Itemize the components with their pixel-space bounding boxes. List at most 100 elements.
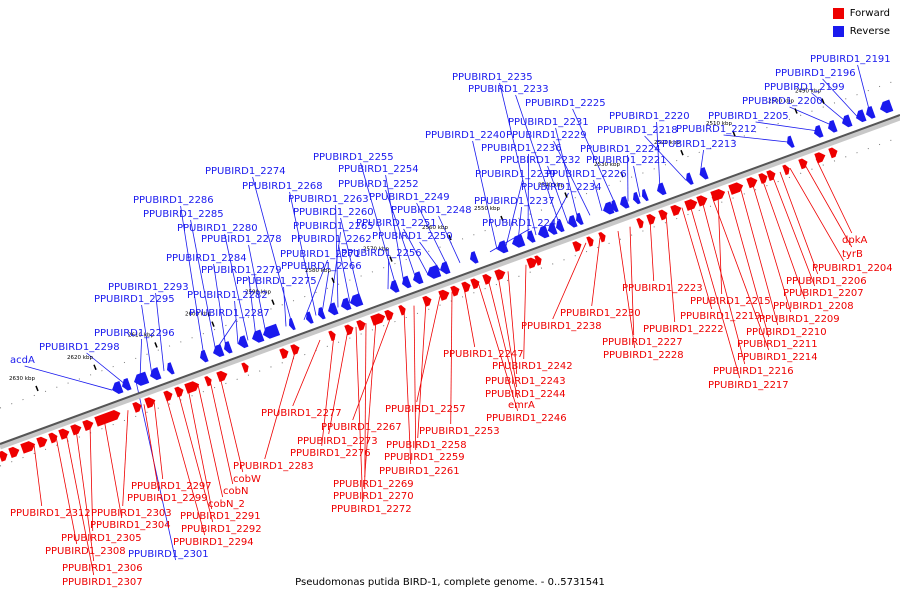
gene-label: PPUBIRD1_2267 bbox=[321, 422, 402, 433]
gene-label: PPUBIRD1_2294 bbox=[173, 537, 254, 548]
label-leader-line bbox=[771, 174, 816, 287]
forward-gene-arrow-shape bbox=[461, 281, 471, 293]
forward-gene-arrow bbox=[94, 410, 121, 427]
gene-label: PPUBIRD1_2263 bbox=[288, 194, 369, 205]
gene-label: PPUBIRD1_2306 bbox=[62, 563, 143, 574]
reverse-gene-arrow-shape bbox=[611, 199, 619, 213]
scale-tick-mark bbox=[448, 234, 452, 241]
forward-gene-arrow-shape bbox=[216, 370, 228, 383]
label-leader-line bbox=[681, 207, 713, 310]
forward-gene-arrow bbox=[461, 281, 471, 293]
reverse-gene-arrow-shape bbox=[556, 219, 565, 233]
forward-gene-arrow bbox=[798, 158, 808, 170]
gene-label: PPUBIRD1_2219 bbox=[680, 311, 761, 322]
forward-gene-arrow bbox=[586, 236, 594, 247]
gene-label: PPUBIRD1_2215 bbox=[690, 296, 771, 307]
label-leader-line bbox=[477, 282, 519, 412]
gene-label: PPUBIRD1_2250 bbox=[372, 231, 453, 242]
gene-labels: PPUBIRD1_2191 PPUBIRD1_2196 PPUBIRD1_2199 P… bbox=[10, 54, 893, 588]
reverse-gene-arrow bbox=[213, 344, 225, 358]
legend-forward: Forward bbox=[832, 8, 890, 19]
gene-label: PPUBIRD1_2248 bbox=[391, 205, 472, 216]
gene-label: PPUBIRD1_2205 bbox=[708, 111, 789, 122]
forward-gene-arrow bbox=[450, 285, 460, 297]
label-leader-line bbox=[629, 226, 635, 336]
gene-label: PPUBIRD1_2260 bbox=[293, 207, 374, 218]
scale-tick-mark bbox=[154, 342, 158, 348]
reverse-gene-arrow bbox=[576, 212, 584, 226]
gene-label: PPUBIRD1_2199 bbox=[764, 82, 845, 93]
label-leader-line bbox=[803, 162, 853, 248]
forward-gene-arrow bbox=[398, 305, 406, 316]
reverse-gene-arrow-shape bbox=[134, 371, 150, 386]
forward-gene-arrow bbox=[696, 195, 708, 207]
scale-tick-label: 2590 kbp bbox=[245, 290, 271, 296]
forward-gene-arrow bbox=[163, 390, 173, 402]
label-leader-line bbox=[385, 174, 405, 284]
reverse-gene-arrow-shape bbox=[497, 240, 509, 254]
gene-label: PPUBIRD1_2212 bbox=[676, 124, 757, 135]
forward-gene-arrow bbox=[344, 324, 354, 336]
label-leader-line bbox=[416, 202, 449, 268]
reverse-swatch bbox=[832, 26, 844, 37]
label-leader-line bbox=[303, 259, 328, 321]
gene-label: PPUBIRD1_2242 bbox=[492, 361, 573, 372]
scale-tick-mark bbox=[389, 256, 393, 262]
scale-tick-mark bbox=[821, 98, 825, 104]
gene-label: PPUBIRD1_2299 bbox=[127, 493, 208, 504]
gene-label: PPUBIRD1_2204 bbox=[812, 263, 893, 274]
gene-label: PPUBIRD1_2285 bbox=[143, 209, 224, 220]
label-leader-line bbox=[321, 271, 329, 314]
scale-tick-label: 2600 kbp bbox=[185, 312, 211, 318]
gene-label: PPUBIRD1_2217 bbox=[708, 380, 789, 391]
gene-label: PPUBIRD1_2258 bbox=[386, 440, 467, 451]
forward-gene-arrow-shape bbox=[598, 231, 606, 243]
label-leader-line bbox=[450, 291, 453, 425]
forward-gene-arrow-shape bbox=[758, 173, 768, 184]
label-leader-line bbox=[487, 278, 519, 399]
reverse-gene-arrow bbox=[814, 125, 824, 138]
reverse-gene-arrow-shape bbox=[263, 323, 281, 339]
gene-label: PPUBIRD1_2224 bbox=[580, 144, 661, 155]
gene-label: PPUBIRD1_2213 bbox=[656, 139, 737, 150]
gene-features bbox=[0, 99, 894, 462]
reverse-gene-arrow bbox=[122, 378, 132, 391]
reverse-gene-arrow-shape bbox=[642, 188, 649, 202]
gene-label: PPUBIRD1_2207 bbox=[783, 288, 864, 299]
label-leader-line bbox=[489, 228, 530, 253]
forward-gene-arrow bbox=[438, 289, 450, 301]
forward-gene-arrow bbox=[534, 255, 542, 266]
gene-label: PPUBIRD1_2244 bbox=[485, 389, 566, 400]
label-leader-line bbox=[755, 121, 821, 132]
forward-gene-arrow bbox=[356, 320, 366, 331]
label-leader-line bbox=[75, 429, 95, 562]
reverse-gene-arrow bbox=[568, 214, 578, 228]
label-leader-line bbox=[180, 205, 205, 357]
forward-gene-arrow bbox=[572, 241, 582, 252]
forward-gene-arrow-shape bbox=[814, 152, 826, 164]
reverse-gene-arrow bbox=[700, 167, 709, 180]
reverse-gene-arrow bbox=[880, 99, 894, 114]
gene-label: PPUBIRD1_2274 bbox=[205, 166, 286, 177]
gene-label: PPUBIRD1_2241 bbox=[482, 218, 563, 229]
label-leader-line bbox=[499, 82, 537, 236]
label-leader-line bbox=[139, 338, 142, 380]
forward-gene-arrow-shape bbox=[163, 390, 173, 402]
label-leader-line bbox=[292, 339, 321, 407]
gene-label: PPUBIRD1_2237 bbox=[474, 196, 555, 207]
scale-tick-label: 2500 kbp bbox=[768, 99, 794, 105]
forward-gene-arrow bbox=[828, 147, 838, 159]
gene-label: PPUBIRD1_2216 bbox=[713, 366, 794, 377]
reverse-gene-arrow bbox=[328, 302, 339, 316]
gene-label: PPUBIRD1_2210 bbox=[746, 327, 827, 338]
label-leader-line bbox=[165, 396, 206, 536]
label-leader-line bbox=[103, 418, 123, 519]
label-leader-line bbox=[143, 404, 160, 492]
label-leader-line bbox=[507, 271, 518, 375]
label-leader-line bbox=[213, 263, 227, 349]
label-leader-line bbox=[815, 158, 853, 234]
gene-label: cobW bbox=[233, 474, 261, 485]
forward-gene-arrow bbox=[70, 424, 82, 436]
gene-label: PPUBIRD1_2279 bbox=[201, 265, 282, 276]
reverse-gene-arrow-shape bbox=[880, 99, 894, 114]
